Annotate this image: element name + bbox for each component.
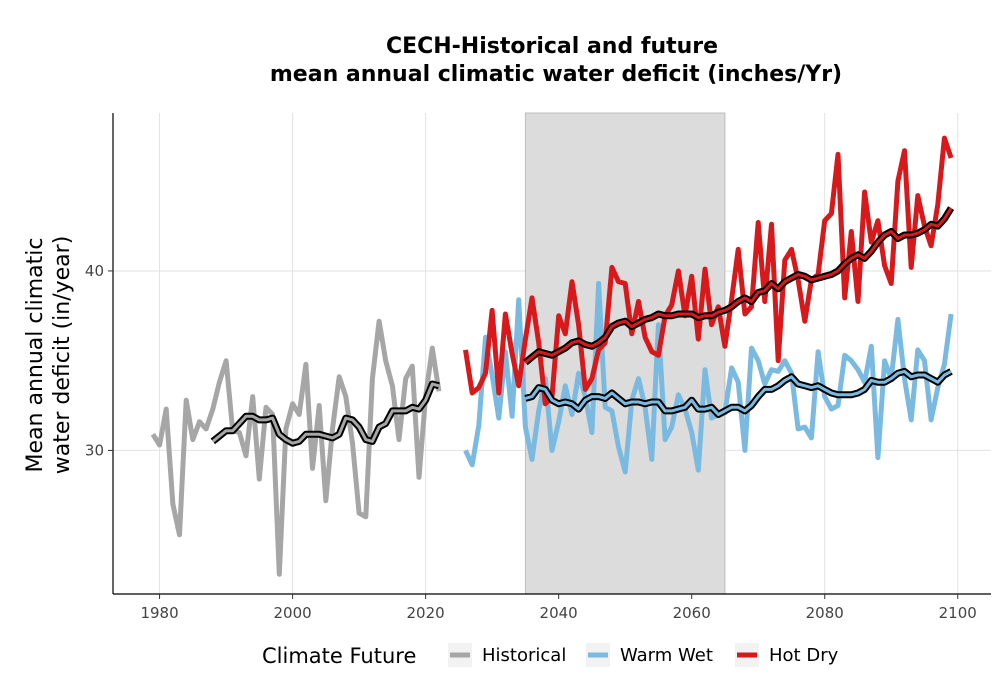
smooth-line-hot-dry-smoothed — [524, 207, 953, 364]
legend-label-historical: Historical — [482, 645, 566, 666]
x-tick-label-2040: 2040 — [540, 604, 578, 622]
axes — [108, 113, 991, 599]
legend: Climate Future Historical Warm Wet Hot Dry — [262, 643, 839, 668]
x-tick-label-2080: 2080 — [806, 604, 844, 622]
y-tick-label-30: 30 — [85, 441, 104, 459]
x-tick-label-2020: 2020 — [407, 604, 445, 622]
y-tick-labels: 30 40 — [85, 262, 104, 459]
y-tick-label-40: 40 — [85, 262, 104, 280]
y-axis-label-line2: water deficit (in/year) — [50, 236, 75, 475]
x-tick-label-2060: 2060 — [673, 604, 711, 622]
legend-label-warm-wet: Warm Wet — [620, 645, 713, 666]
smooth-line-historical-smoothed — [211, 382, 440, 445]
series-lines — [150, 135, 955, 577]
x-tick-labels: 1980 2000 2020 2040 2060 2080 2100 — [140, 604, 976, 622]
x-tick-label-2000: 2000 — [273, 604, 311, 622]
legend-item-warm-wet: Warm Wet — [586, 643, 713, 667]
series-line-hot-dry — [463, 135, 954, 407]
y-axis-label: Mean annual climatic water deficit (in/y… — [23, 236, 75, 475]
legend-label-hot-dry: Hot Dry — [769, 645, 839, 666]
chart-title-line2: mean annual climatic water deficit (inch… — [270, 62, 842, 87]
legend-items: Historical Warm Wet Hot Dry — [448, 643, 839, 667]
chart-title-line1: CECH-Historical and future — [386, 34, 718, 59]
x-tick-label-2100: 2100 — [939, 604, 977, 622]
plot-area: 1980 2000 2020 2040 2060 2080 2100 30 40 — [85, 112, 991, 622]
series-line-historical — [150, 318, 442, 577]
y-axis-label-line1: Mean annual climatic — [23, 238, 48, 473]
legend-item-hot-dry: Hot Dry — [735, 643, 839, 667]
legend-item-historical: Historical — [448, 643, 566, 667]
smooth-line-warm-wet-smoothed — [525, 369, 952, 416]
legend-title: Climate Future — [262, 644, 416, 668]
x-tick-label-1980: 1980 — [140, 604, 178, 622]
